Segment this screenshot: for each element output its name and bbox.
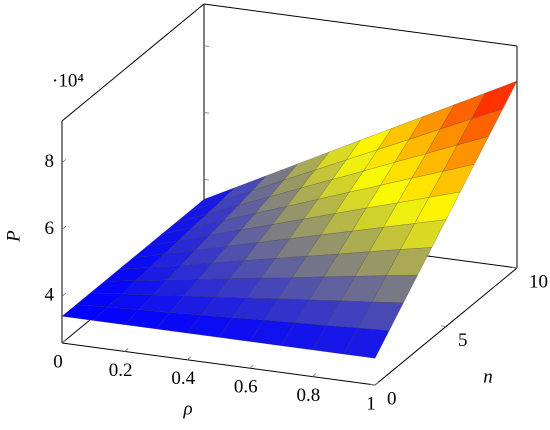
- z-tick-label: 6: [45, 218, 55, 239]
- y-tick: [440, 325, 447, 327]
- x-tick: [61, 339, 66, 344]
- x-axis-line: [61, 342, 376, 386]
- z-tick: [203, 178, 210, 181]
- x-tick: [124, 348, 129, 352]
- x-tick-label: 0.2: [109, 360, 133, 381]
- y-axis-label: n: [483, 366, 493, 387]
- y-tick: [369, 383, 376, 386]
- x-tick-label: 0.4: [171, 368, 195, 389]
- surface-patch: [442, 136, 490, 172]
- z-tick-label: 4: [45, 285, 55, 306]
- x-tick: [186, 356, 191, 361]
- z-tick: [61, 159, 67, 164]
- x-tick: [249, 364, 254, 369]
- y-tick-label: 10: [529, 271, 548, 292]
- z-axis-label: P: [3, 230, 24, 243]
- x-tick: [312, 373, 317, 377]
- surface-patch: [371, 274, 419, 304]
- x-tick-label: 0.8: [297, 385, 321, 406]
- z-tick: [203, 45, 210, 47]
- x-tick: [374, 381, 379, 386]
- z-scale-label: ·10⁴: [52, 70, 84, 91]
- x-tick-label: 1: [366, 393, 376, 414]
- box-line: [61, 3, 205, 122]
- z-tick: [203, 112, 210, 114]
- y-tick-label: 0: [387, 388, 397, 409]
- z-tick: [61, 225, 67, 230]
- surface-patch: [343, 327, 390, 359]
- y-tick-label: 5: [458, 330, 468, 351]
- x-tick-label: 0: [53, 351, 63, 372]
- x-tick-label: 0.6: [234, 377, 258, 398]
- z-tick-label: 8: [45, 151, 55, 172]
- x-axis-label: ρ: [182, 398, 192, 419]
- y-tick: [511, 266, 518, 269]
- box-line: [203, 3, 518, 47]
- z-tick: [61, 292, 67, 297]
- surface-patch: [456, 108, 504, 146]
